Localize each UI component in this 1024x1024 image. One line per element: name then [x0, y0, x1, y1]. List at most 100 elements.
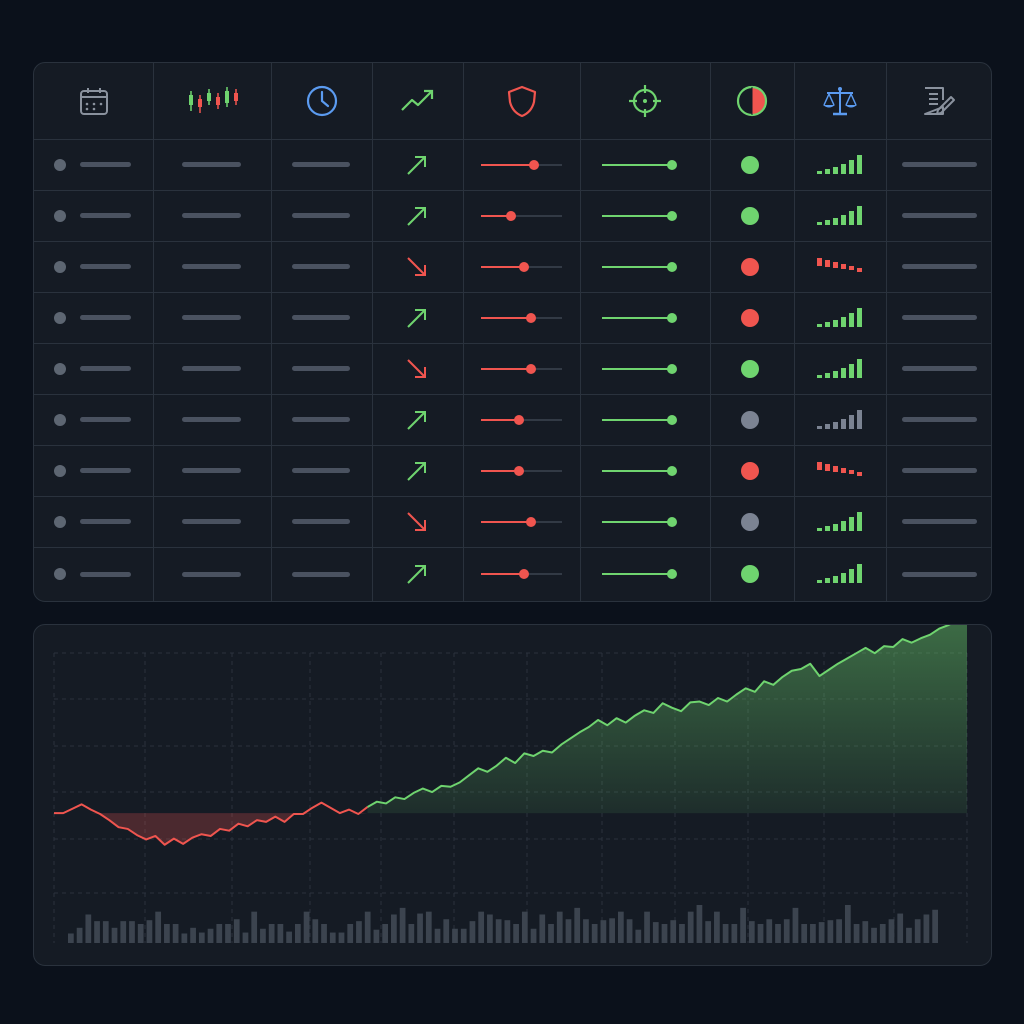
risk-handle[interactable]	[526, 363, 537, 374]
symbol-value	[182, 417, 241, 422]
date-value	[80, 213, 131, 218]
row-marker-dot	[54, 568, 66, 580]
row-marker-dot	[54, 515, 66, 528]
header-cell[interactable]	[372, 63, 463, 139]
signal-strength-icon	[817, 461, 862, 476]
volume-bar	[408, 924, 415, 943]
arrow-down-right-icon	[407, 358, 426, 378]
volume-bar	[225, 924, 231, 943]
header-cell[interactable]	[34, 63, 153, 139]
risk-handle[interactable]	[514, 414, 525, 425]
row-marker-dot	[54, 464, 66, 477]
row-marker-dot	[54, 158, 66, 171]
target-handle[interactable]	[667, 516, 677, 527]
symbol-value	[182, 213, 241, 218]
row-divider	[34, 190, 991, 191]
volume-bar	[233, 919, 240, 943]
risk-fill	[481, 469, 520, 472]
volume-bar	[321, 924, 327, 943]
arrow-up-right-icon	[407, 206, 426, 226]
volume-bar	[76, 927, 83, 943]
risk-handle[interactable]	[526, 516, 537, 527]
row-divider	[34, 547, 991, 548]
volume-bar	[356, 921, 362, 943]
volume-bar	[434, 928, 441, 943]
volume-bar	[129, 921, 135, 943]
target-handle[interactable]	[667, 210, 677, 221]
header-cell[interactable]	[710, 63, 794, 139]
volume-bar	[181, 933, 188, 943]
risk-handle[interactable]	[514, 465, 525, 476]
volume-bar	[312, 919, 319, 943]
header-cell[interactable]	[886, 63, 991, 139]
risk-handle[interactable]	[505, 210, 516, 221]
date-value	[80, 315, 131, 320]
time-value	[292, 162, 350, 167]
target-handle[interactable]	[667, 159, 677, 170]
row-divider	[34, 241, 991, 242]
header-cell[interactable]	[271, 63, 372, 139]
volume-bar	[932, 909, 938, 943]
volume-bar	[792, 907, 799, 943]
target-handle[interactable]	[667, 261, 677, 272]
status-dot-neutral	[741, 410, 759, 429]
header-cell[interactable]	[794, 63, 886, 139]
risk-handle[interactable]	[519, 261, 530, 272]
risk-fill	[481, 418, 520, 421]
target-fill	[602, 163, 672, 166]
symbol-value	[182, 519, 241, 524]
status-dot-negative	[741, 257, 759, 276]
volume-bar	[190, 927, 196, 943]
balance-scale-icon	[823, 87, 857, 116]
header-cell[interactable]	[463, 63, 580, 139]
volume-bar	[679, 924, 685, 943]
row-marker-dot	[54, 362, 66, 375]
volume-bar	[609, 918, 615, 943]
status-dot-negative	[741, 461, 759, 480]
volume-bar	[478, 911, 485, 943]
risk-fill	[481, 316, 532, 319]
volume-bar	[521, 911, 528, 943]
target-handle[interactable]	[667, 465, 677, 476]
volume-bar	[198, 932, 205, 943]
target-fill	[602, 573, 672, 575]
arrow-down-right-icon	[407, 511, 426, 531]
risk-fill	[481, 573, 525, 575]
symbol-value	[182, 571, 241, 577]
volume-bar	[548, 924, 554, 943]
profit-area	[367, 625, 967, 814]
column-divider	[794, 63, 795, 601]
time-value	[292, 417, 350, 422]
target-handle[interactable]	[667, 312, 677, 323]
volume-bar	[146, 920, 153, 943]
volume-bar	[731, 924, 738, 943]
column-divider	[580, 63, 581, 601]
row-marker-dot	[54, 311, 66, 324]
volume-bar	[68, 933, 74, 943]
risk-fill	[481, 520, 532, 523]
risk-handle[interactable]	[519, 569, 530, 579]
header-cell[interactable]	[153, 63, 271, 139]
risk-fill	[481, 214, 511, 217]
volume-bar	[85, 914, 92, 943]
volume-bar	[644, 911, 650, 943]
status-dot-positive	[741, 565, 759, 583]
volume-bar	[120, 921, 127, 943]
volume-bar	[216, 924, 223, 943]
symbol-value	[182, 315, 241, 320]
target-handle[interactable]	[667, 569, 677, 579]
trend-up-icon	[400, 89, 433, 111]
risk-fill	[481, 367, 532, 370]
risk-handle[interactable]	[526, 312, 537, 323]
notes-edit-icon	[923, 87, 955, 115]
target-handle[interactable]	[667, 363, 677, 374]
volume-bar	[364, 911, 371, 943]
date-value	[80, 571, 131, 577]
target-handle[interactable]	[667, 414, 677, 425]
header-cell[interactable]	[580, 63, 710, 139]
volume-bar	[888, 919, 895, 943]
volume-bar	[242, 932, 249, 943]
risk-handle[interactable]	[528, 159, 539, 170]
target-fill	[602, 520, 672, 523]
arrow-up-right-icon	[407, 565, 426, 584]
